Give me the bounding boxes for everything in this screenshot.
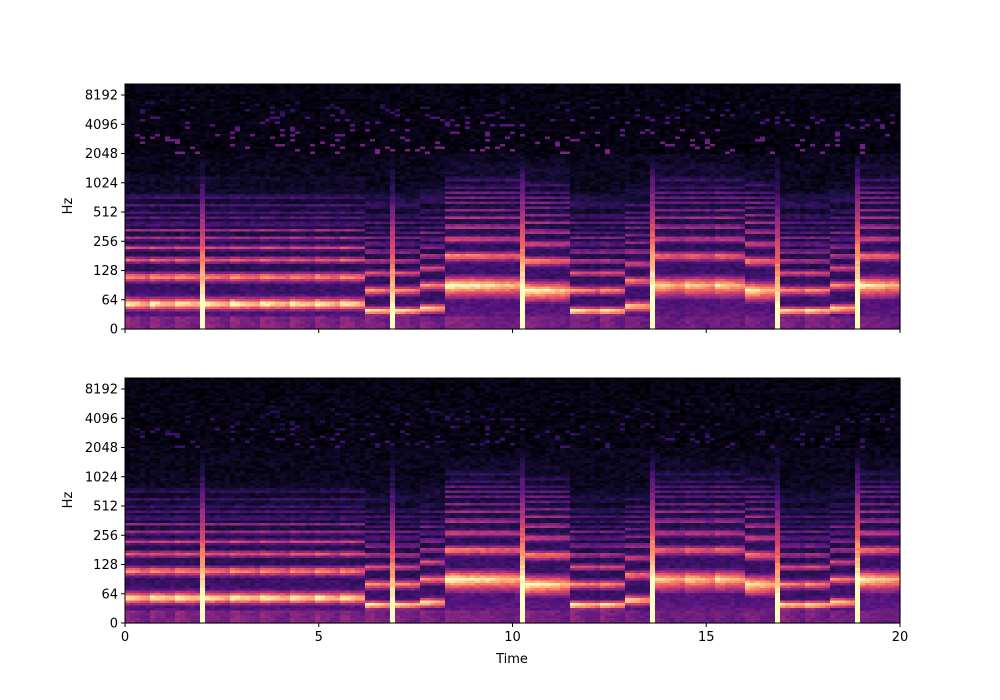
top-spectrogram-image [125,84,901,330]
